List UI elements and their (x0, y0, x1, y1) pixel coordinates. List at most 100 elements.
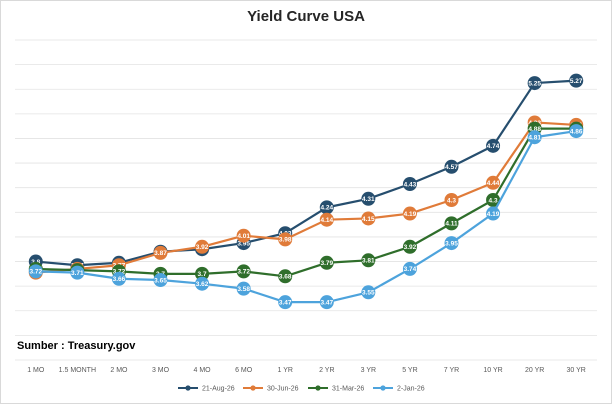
data-label: 3.87 (154, 250, 167, 257)
data-label: 4.81 (528, 135, 541, 142)
data-point (402, 177, 417, 191)
series-line (35, 121, 577, 274)
data-point (319, 295, 334, 310)
data-point (153, 245, 168, 260)
data-label: 3.72 (29, 269, 42, 276)
x-tick-label: 2 MO (110, 367, 128, 374)
data-point (361, 191, 376, 206)
data-point (569, 124, 584, 139)
data-point (70, 265, 85, 280)
data-label: 3.81 (362, 258, 375, 265)
legend-label: 21-Aug-26 (202, 386, 235, 393)
grid-lines (15, 39, 597, 361)
data-label: 3.65 (154, 277, 167, 284)
data-label: 3.47 (320, 299, 333, 306)
data-point (402, 239, 417, 254)
data-point (569, 73, 584, 88)
data-label: 4.01 (237, 233, 250, 240)
data-point (236, 264, 251, 279)
legend-label: 31-Mar-26 (332, 386, 364, 393)
data-label: 4.14 (320, 217, 333, 224)
data-label: 3.74 (404, 266, 417, 273)
data-label: 4.19 (404, 211, 417, 218)
data-point (486, 138, 501, 153)
data-label: 3.72 (237, 269, 250, 276)
data-point (444, 236, 459, 251)
data-label: 4.74 (487, 143, 500, 150)
data-point (28, 264, 43, 279)
series-line (35, 79, 577, 267)
data-point (111, 271, 126, 286)
x-tick-label: 3 MO (152, 367, 170, 374)
data-label: 3.95 (237, 240, 250, 247)
data-label: 4.31 (362, 196, 375, 203)
x-tick-label: 6 MO (235, 367, 253, 374)
legend: 21-Aug-26 30-Jun-26 31-Mar-26 2-Jan-26 (178, 385, 425, 393)
data-label: 4.19 (487, 211, 500, 218)
data-point (444, 216, 459, 231)
legend-label: 30-Jun-26 (267, 386, 299, 393)
x-tick-label: 20 YR (525, 367, 544, 374)
data-point (278, 269, 293, 284)
legend-item: 21-Aug-26 (178, 385, 235, 393)
data-label: 3.68 (279, 274, 292, 281)
data-point (195, 239, 210, 254)
x-tick-label: 1 YR (277, 367, 292, 374)
data-label: 4.43 (404, 181, 417, 188)
data-label: 4.11 (445, 221, 458, 228)
data-label: 4.44 (487, 180, 500, 187)
data-label: 4.3 (447, 197, 456, 204)
data-label: 4.88 (528, 126, 541, 133)
legend-item: 2-Jan-26 (373, 385, 425, 393)
data-point (402, 261, 417, 276)
legend-swatch-marker (185, 385, 191, 391)
legend-swatch-marker (250, 385, 256, 391)
data-label: 3.95 (445, 240, 458, 247)
data-point (402, 206, 417, 221)
x-tick-label: 1.5 MONTH (59, 367, 96, 374)
data-point (486, 175, 501, 190)
data-label: 3.55 (362, 290, 375, 297)
series-group: 3.72 3.713.66 3.653.623.583.47 3.473.553.74… (28, 124, 584, 310)
data-point (195, 276, 210, 291)
data-point (236, 281, 251, 296)
x-axis-ticks: 1 MO 1.5 MONTH 2 MO 3 MO 4 MO 6 MO 1 YR 2 YR 3 Y… (27, 367, 586, 374)
data-label: 4.3 (489, 197, 498, 204)
data-label: 3.92 (196, 244, 209, 251)
data-point (195, 266, 210, 281)
data-label: 3.7 (198, 271, 207, 278)
data-label: 3.66 (113, 276, 126, 283)
data-point (319, 200, 334, 215)
source-note: Sumber : Treasury.gov (17, 340, 136, 352)
data-label: 3.98 (279, 237, 292, 244)
data-point (236, 228, 251, 243)
legend-item: 31-Mar-26 (308, 385, 364, 393)
x-tick-label: 3 YR (361, 367, 376, 374)
data-point (361, 285, 376, 300)
data-point (319, 212, 334, 227)
series-group: 3.713.743.773.873.924.013.984.144.154.19… (28, 115, 584, 280)
data-label: 3.62 (196, 281, 209, 288)
data-point (486, 206, 501, 221)
data-label: 4.15 (362, 216, 375, 223)
series-lines: 3.83.773.793.883.93.954.034.244.314.434.… (28, 73, 584, 310)
x-tick-label: 30 YR (567, 367, 586, 374)
data-label: 3.58 (237, 286, 250, 293)
legend-item: 30-Jun-26 (243, 385, 299, 393)
legend-label: 2-Jan-26 (397, 386, 425, 393)
x-tick-label: 7 YR (444, 367, 459, 374)
data-label: 4.57 (445, 164, 458, 171)
data-point (527, 76, 542, 91)
data-label: 3.47 (279, 299, 292, 306)
x-tick-label: 5 YR (402, 367, 417, 374)
data-point (361, 211, 376, 226)
x-tick-label: 10 YR (483, 367, 502, 374)
data-point (486, 193, 501, 207)
data-label: 3.71 (71, 270, 84, 277)
data-point (153, 273, 168, 287)
chart-title: Yield Curve USA (247, 8, 365, 25)
data-label: 3.92 (404, 244, 417, 251)
data-label: 4.86 (570, 128, 583, 135)
